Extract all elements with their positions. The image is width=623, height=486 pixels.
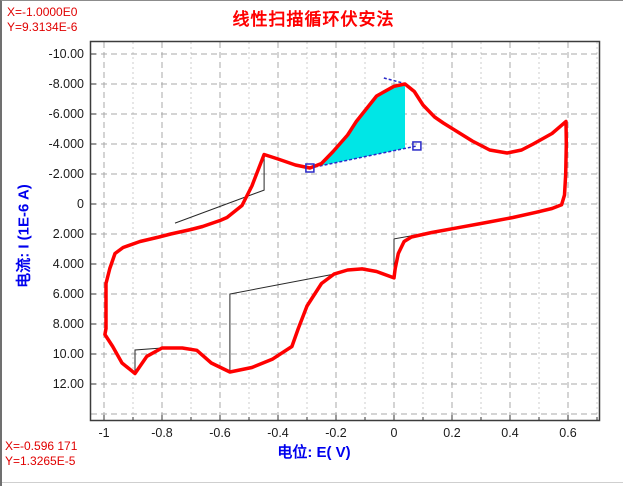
cv-curve[interactable] [103,82,569,376]
y-tick-label: 2.000 [53,227,84,241]
baseline-cathodic-minus0.89V [134,347,163,373]
baseline-cathodic-minus0.57V [229,273,335,372]
x-tick-label: 0.2 [443,426,460,440]
y-tick-label: -8.000 [49,77,84,91]
y-axis-label: 电流: I (1E-6 A) [15,184,33,288]
y-tick-label: 8.000 [53,317,84,331]
peak-baseline-dashed [309,145,418,169]
y-tick-label: 0 [77,197,84,211]
window-bottom-edge [2,482,623,483]
y-tick-label: 6.000 [53,287,84,301]
y-tick-label: -10.00 [49,47,84,61]
cv-plot[interactable]: -1 -0.8 -0.6 -0.4 -0.2 0 0.2 0.4 0.6 -10.00 -8.000… [49,40,601,440]
x-tick-label: -0.4 [267,426,289,440]
y-tick-label: -2.000 [49,167,84,181]
readout-bottom-y: Y=1.3265E-5 [5,454,76,468]
x-tick-label: 0.6 [559,426,576,440]
measure-readout-bottom: X=-0.596 171 Y=1.3265E-5 [5,439,77,469]
peak-marker-left[interactable] [305,163,315,173]
x-axis-label: 电位: E( V) [277,444,351,461]
y-tick-label: 10.00 [53,347,84,361]
x-tick-label: -0.6 [209,426,231,440]
baseline-anodic-minus0.45V [174,154,265,224]
x-tick-label: 0.4 [501,426,518,440]
readout-top-y: Y=9.3134E-6 [7,20,78,34]
peak-area-fill [309,84,405,168]
y-tick-label: -4.000 [49,137,84,151]
x-tick-label: 0 [391,426,398,440]
readout-top-x: X=-1.0000E0 [7,5,78,19]
x-tick-label: -0.8 [151,426,173,440]
x-tick-label: -0.2 [325,426,347,440]
chart-title: 线性扫描循环伏安法 [232,10,395,29]
y-tick-label: -6.000 [49,107,84,121]
peak-tangent-dashed [383,77,406,85]
readout-bottom-x: X=-0.596 171 [5,439,78,453]
plot-border [89,40,601,422]
y-tick-label: 4.000 [53,257,84,271]
y-tick-label: 12.00 [53,377,84,391]
x-tick-label: -1 [98,426,109,440]
peak-marker-right[interactable] [412,141,422,151]
cursor-readout-top: X=-1.0000E0 Y=9.3134E-6 [7,5,77,35]
